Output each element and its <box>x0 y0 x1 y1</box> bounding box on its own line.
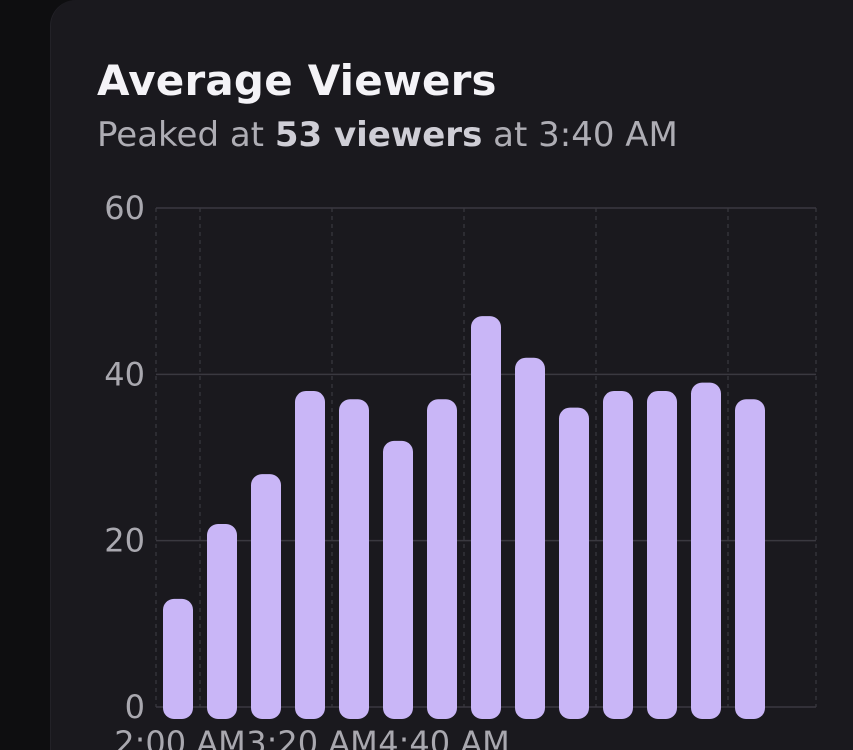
x-tick-label-2: 4:40 AM <box>378 724 510 750</box>
y-tick-label-40: 40 <box>104 355 145 393</box>
y-tick-label-60: 60 <box>104 189 145 227</box>
y-tick-label-0: 0 <box>125 688 145 726</box>
bar-7 <box>427 399 457 719</box>
bar-14 <box>735 399 765 719</box>
bar-12 <box>647 390 677 719</box>
x-tick-label-1: 3:20 AM <box>246 724 378 750</box>
card-title: Average Viewers <box>97 56 497 105</box>
bar-13 <box>691 382 721 719</box>
bar-3 <box>251 474 281 719</box>
bar-9 <box>515 357 545 719</box>
bar-8 <box>471 316 501 719</box>
bar-1 <box>163 598 193 719</box>
x-tick-label-0: 2:00 AM <box>114 724 246 750</box>
card-subtitle: Peaked at 53 viewers at 3:40 AM <box>97 115 678 155</box>
bar-5 <box>339 399 369 719</box>
peak-viewers-value: 53 viewers <box>274 115 483 155</box>
bar-4 <box>295 390 325 719</box>
bar-11 <box>603 390 633 719</box>
subtitle-prefix: Peaked at <box>97 115 275 155</box>
subtitle-suffix: at 3:40 AM <box>482 115 678 155</box>
y-tick-label-20: 20 <box>104 522 145 560</box>
left-panel-edge <box>0 0 50 750</box>
bar-6 <box>383 440 413 719</box>
bar-2 <box>207 524 237 719</box>
bar-10 <box>559 407 589 719</box>
